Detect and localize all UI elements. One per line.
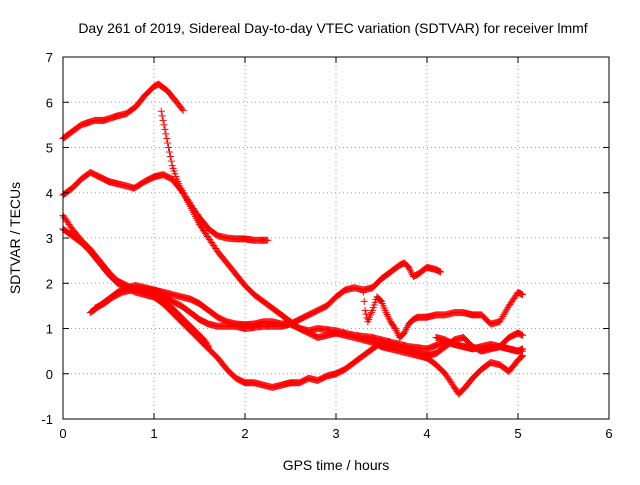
data-point [499,312,507,320]
y-tick-label: 6 [46,95,53,110]
data-point [503,305,511,313]
data-point [500,311,508,319]
data-point [519,345,527,353]
series-track-a [59,80,187,142]
y-axis-label: SDTVAR / TECUs [7,182,23,294]
series-track-b [59,168,272,244]
y-tick-label: 5 [46,141,53,156]
data-point [360,297,368,305]
data-point [386,316,394,324]
y-tick-label: 3 [46,231,53,246]
data-point [384,312,392,320]
data-point [167,157,175,165]
data-point [179,106,187,114]
data-point [519,331,527,339]
data-point [501,309,509,317]
y-tick-label: 1 [46,322,53,337]
data-point [502,307,510,315]
data-point [401,327,409,335]
y-tick-label: 4 [46,186,53,201]
data-point [160,121,168,129]
data-point [407,267,415,275]
data-point [398,331,406,339]
x-tick-label: 5 [514,426,521,441]
data-point [158,112,166,120]
data-point [400,329,408,337]
data-point [402,325,410,333]
grid [63,57,609,419]
data-point [205,343,213,351]
data-point [359,288,367,296]
x-tick-label: 2 [241,426,248,441]
data-point [161,125,169,133]
data-point [437,268,445,276]
series-track-g [91,286,213,351]
data-point [361,306,369,314]
series-track-h [359,288,527,342]
data-point [519,291,527,299]
y-tick-label: 0 [46,367,53,382]
data-point [391,325,399,332]
y-tick-label: 7 [46,50,53,65]
data-point [362,310,370,318]
data-point [406,265,414,273]
x-tick-label: 1 [150,426,157,441]
series-track-i [432,334,527,355]
data-point [382,309,390,317]
x-tick-label: 4 [423,426,430,441]
data-point [403,324,411,332]
data-point [390,323,398,331]
chart-title: Day 261 of 2019, Sidereal Day-to-day VTE… [78,20,587,36]
data-markers [59,80,527,398]
data-point [204,341,212,349]
data-point [165,144,173,151]
data-point [383,310,391,318]
data-point [264,236,272,244]
data-point [377,296,385,304]
data-point [166,153,174,161]
x-axis-label: GPS time / hours [283,457,390,473]
data-point [496,318,504,326]
series-track-e [59,225,527,391]
axes: 0 1 2 3 4 5 6 -1 0 1 2 3 4 5 6 7 [41,50,612,441]
x-tick-label: 6 [605,426,612,441]
data-point [376,296,384,304]
data-point [165,148,173,156]
data-point [385,314,393,322]
data-point [498,314,506,322]
data-point [392,326,400,334]
data-point [403,262,411,270]
data-point [497,316,505,324]
data-point [163,134,171,142]
data-point [517,353,525,361]
x-tick-label: 3 [332,426,339,441]
series-track-d [59,211,527,355]
data-point [162,130,170,138]
y-tick-label: 2 [46,276,53,291]
data-point [159,116,167,124]
data-point [178,105,186,113]
x-tick-label: 0 [59,426,66,441]
data-point [157,107,165,115]
data-point [405,263,413,271]
y-tick-label: -1 [41,412,53,427]
data-point [393,328,401,336]
data-point [164,139,172,147]
